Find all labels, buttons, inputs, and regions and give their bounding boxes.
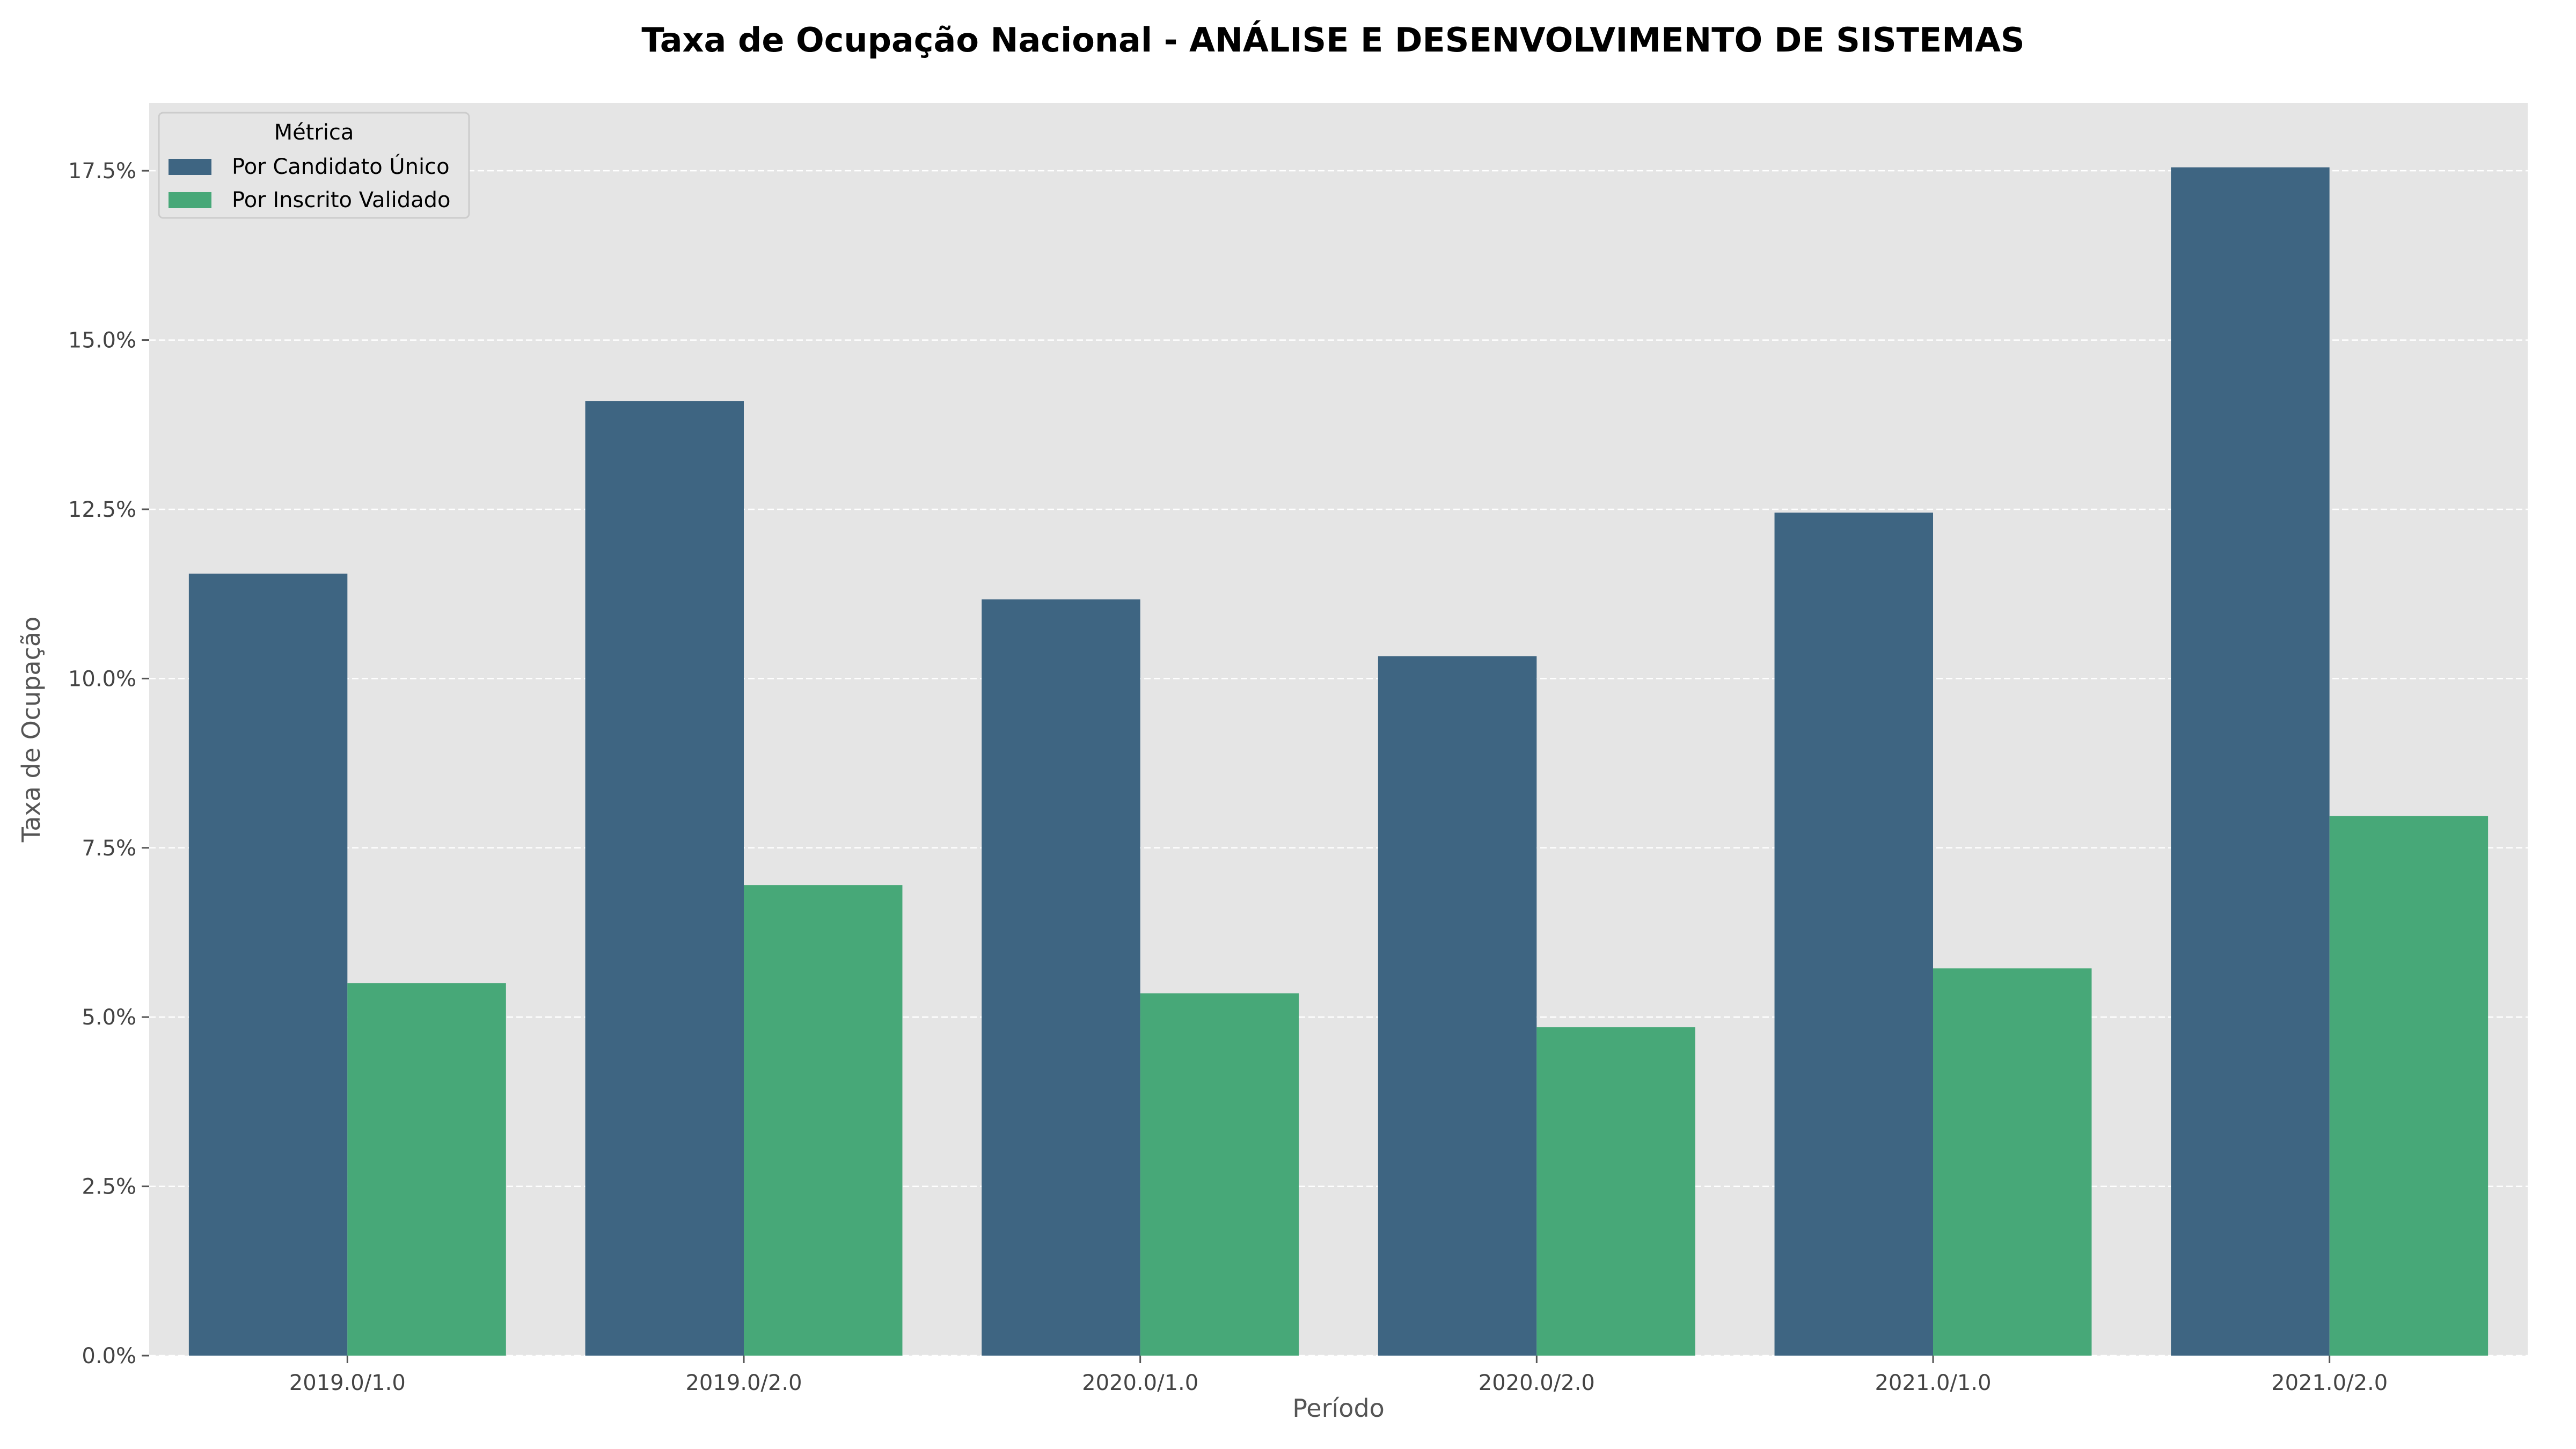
x-tick-label: 2021.0/1.0 xyxy=(1875,1371,1991,1395)
y-tick-label: 2.5% xyxy=(82,1175,136,1199)
y-tick-label: 7.5% xyxy=(82,836,136,861)
legend-swatch xyxy=(169,159,211,175)
bar-candidato-unico xyxy=(982,599,1140,1356)
legend: Métrica Por Candidato Único Por Inscrito … xyxy=(158,112,470,219)
bars xyxy=(188,167,2489,1356)
y-axis-ticks: 0.0% 2.5% 5.0% 7.5% 10.0% 12.5% 15.0% 17.5% xyxy=(68,159,149,1368)
chart-title: Taxa de Ocupação Nacional - ANÁLISE E DE… xyxy=(641,20,2024,60)
y-tick-label: 0.0% xyxy=(82,1344,136,1368)
plot-area xyxy=(149,103,2528,1356)
legend-title: Métrica xyxy=(274,120,354,145)
y-axis-label: Taxa de Ocupação xyxy=(17,617,46,843)
x-axis-label: Período xyxy=(1292,1394,1385,1423)
legend-swatch xyxy=(169,192,211,208)
bar-inscrito-validado xyxy=(347,983,506,1356)
y-tick-label: 5.0% xyxy=(82,1005,136,1030)
bar-inscrito-validado xyxy=(1933,968,2092,1356)
bar-inscrito-validado xyxy=(2329,816,2489,1356)
x-axis-ticks: 2019.0/1.0 2019.0/2.0 2020.0/1.0 2020.0/2.0… xyxy=(289,1356,2388,1395)
bar-candidato-unico xyxy=(1774,513,1933,1356)
legend-label: Por Candidato Único xyxy=(232,153,450,179)
y-tick-label: 15.0% xyxy=(68,328,136,353)
x-tick-label: 2021.0/2.0 xyxy=(2271,1371,2388,1395)
y-tick-label: 12.5% xyxy=(68,497,136,522)
y-tick-label: 10.0% xyxy=(68,667,136,691)
bar-inscrito-validado xyxy=(1536,1027,1695,1356)
legend-items: Por Candidato Único Por Inscrito Validado xyxy=(169,153,451,213)
x-tick-label: 2020.0/2.0 xyxy=(1479,1371,1595,1395)
y-tick-label: 17.5% xyxy=(68,159,136,184)
bar-candidato-unico xyxy=(2171,167,2330,1356)
x-tick-label: 2020.0/1.0 xyxy=(1082,1371,1198,1395)
legend-label: Por Inscrito Validado xyxy=(232,188,451,213)
x-tick-label: 2019.0/2.0 xyxy=(685,1371,802,1395)
legend-box xyxy=(158,112,470,219)
bar-inscrito-validado xyxy=(744,885,903,1356)
bar-inscrito-validado xyxy=(1140,993,1299,1356)
gridlines xyxy=(149,170,2528,1357)
x-tick-label: 2019.0/1.0 xyxy=(289,1371,406,1395)
bar-candidato-unico xyxy=(1378,656,1537,1356)
bar-candidato-unico xyxy=(585,401,744,1356)
bar-candidato-unico xyxy=(188,573,348,1356)
